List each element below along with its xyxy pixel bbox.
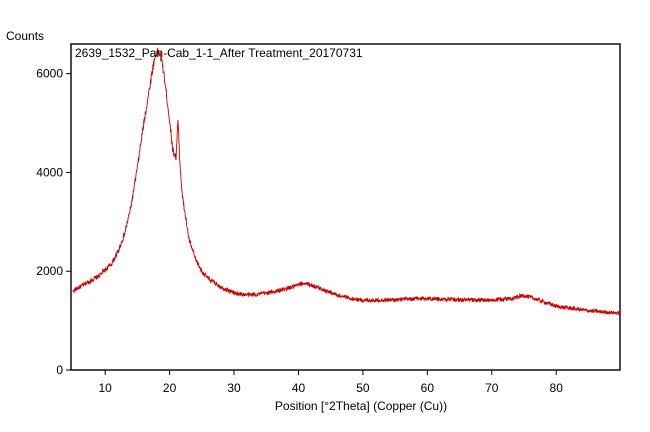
x-tick-label: 20 [163, 381, 177, 395]
y-axis-title: Counts [6, 29, 44, 43]
y-tick-label: 4000 [36, 165, 63, 179]
diffractogram-line [72, 47, 621, 316]
x-axis-ticks: 10 20 30 40 50 60 70 80 [98, 370, 563, 395]
y-tick-label: 2000 [36, 264, 63, 278]
x-axis-title: Position [°2Theta] (Copper (Cu)) [275, 399, 447, 413]
x-tick-label: 40 [292, 381, 306, 395]
x-tick-label: 80 [550, 381, 564, 395]
x-tick-label: 10 [98, 381, 112, 395]
x-tick-label: 60 [421, 381, 435, 395]
x-tick-label: 30 [227, 381, 241, 395]
y-tick-label: 0 [56, 363, 63, 377]
y-axis-ticks: 0 2000 4000 6000 [36, 67, 71, 377]
y-tick-label: 6000 [36, 67, 63, 81]
plot-title: 2639_1532_Pan-Cab_1-1_After Treatment_20… [75, 46, 363, 60]
plot-area-frame [70, 43, 621, 371]
x-tick-label: 70 [485, 381, 499, 395]
series-layer [72, 47, 621, 316]
x-tick-label: 50 [356, 381, 370, 395]
